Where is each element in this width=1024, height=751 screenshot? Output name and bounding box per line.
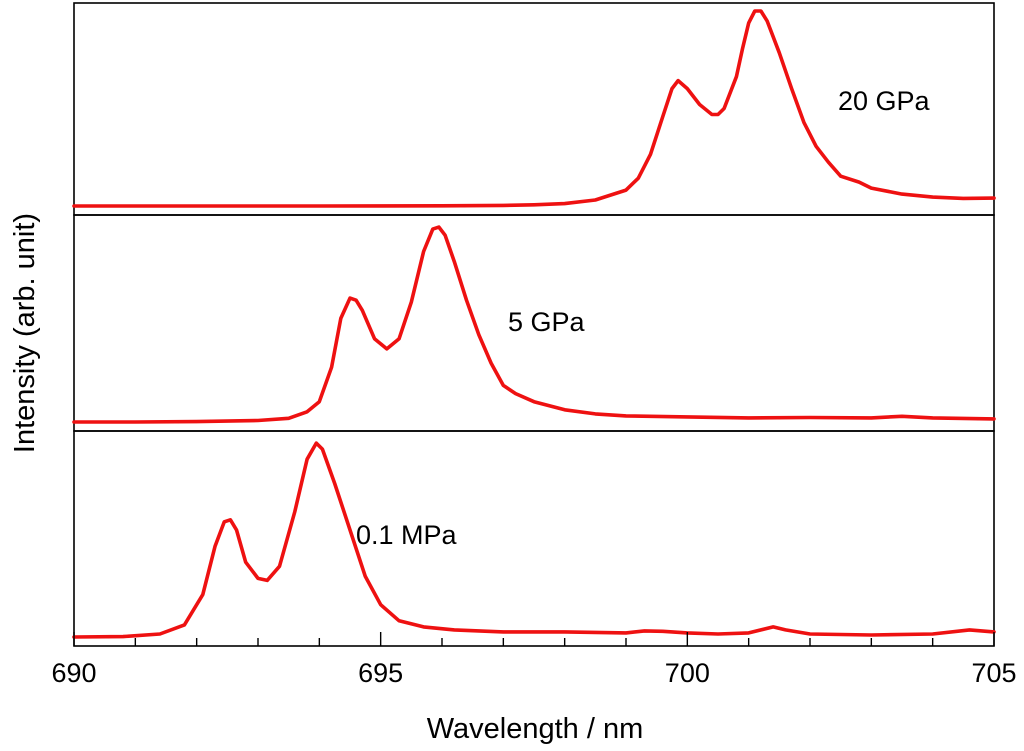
spectrum-line [72, 9, 996, 208]
panel-label: 5 GPa [508, 307, 586, 337]
panel-label: 20 GPa [838, 86, 931, 116]
spectrum-line [72, 225, 996, 424]
spectrum-line [72, 441, 996, 639]
x-tick-label: 690 [51, 658, 96, 688]
panel-3: 0.1 MPa [72, 430, 996, 647]
panel-frame [73, 430, 995, 647]
x-tick-label: 695 [358, 658, 403, 688]
panel-2: 5 GPa [72, 214, 996, 432]
x-tick-label: 700 [665, 658, 710, 688]
panels: 20 GPa 5 GPa 0.1 MPa [72, 2, 996, 647]
y-axis-title: Intensity (arb. unit) [9, 213, 41, 453]
panel-1: 20 GPa [72, 2, 996, 216]
x-axis: 690 695 700 705 [51, 632, 1017, 688]
x-tick-label: 705 [971, 658, 1016, 688]
panel-label: 0.1 MPa [356, 520, 458, 550]
x-axis-title: Wavelength / nm [427, 713, 644, 745]
